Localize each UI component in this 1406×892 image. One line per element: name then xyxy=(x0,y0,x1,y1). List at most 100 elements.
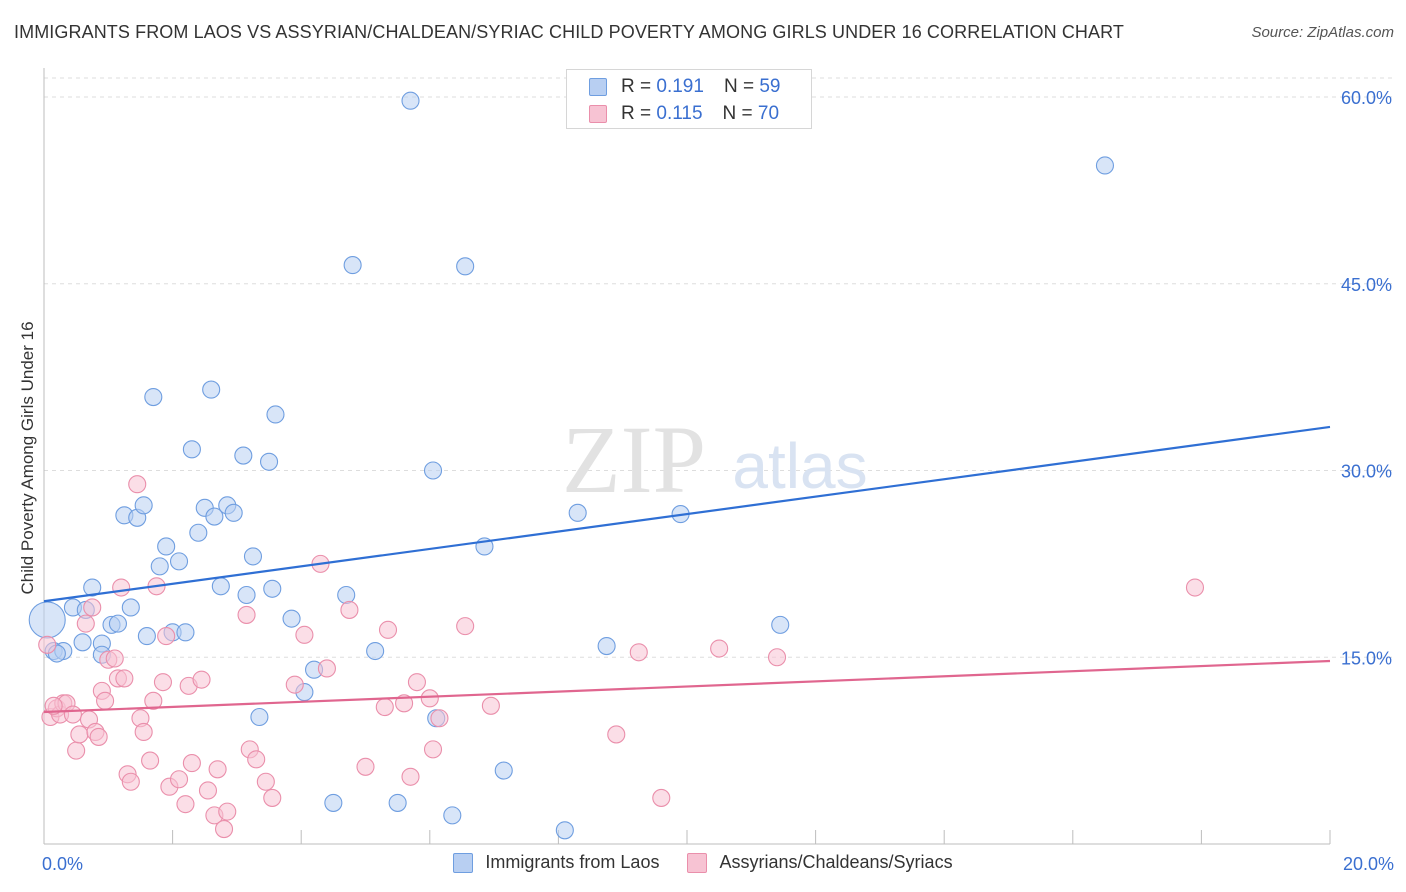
laos-point xyxy=(243,547,263,566)
assyrian-point xyxy=(340,600,359,619)
assyrian-point xyxy=(420,689,439,708)
assyrian-point xyxy=(237,605,256,624)
legend-item-assyrian: Assyrians/Chaldeans/Syriacs xyxy=(687,852,953,873)
laos-point xyxy=(211,577,230,596)
assyrian-point xyxy=(76,614,95,633)
x-tick-label: 0.0% xyxy=(42,854,83,874)
laos-point xyxy=(568,503,587,522)
laos-point xyxy=(366,641,385,661)
legend-swatch-laos xyxy=(453,852,474,873)
laos-point xyxy=(401,91,420,110)
laos-point xyxy=(224,503,243,522)
laos-point xyxy=(1095,156,1114,175)
laos-point xyxy=(202,380,221,399)
assyrian-point xyxy=(112,578,131,597)
laos-point xyxy=(144,387,163,407)
legend-label-laos: Immigrants from Laos xyxy=(485,852,660,872)
assyrian-point xyxy=(401,767,420,786)
laos-point xyxy=(266,405,285,424)
laos-point xyxy=(137,627,156,646)
watermark-zip: ZIP xyxy=(562,406,706,513)
assyrian-point xyxy=(157,627,176,646)
assyrian-point xyxy=(67,741,86,760)
laos-point xyxy=(555,821,574,840)
laos-point xyxy=(494,761,513,780)
assyrian-point xyxy=(128,475,147,494)
assyrian-point xyxy=(423,740,443,759)
legend-label-assyrian: Assyrians/Chaldeans/Syriacs xyxy=(719,852,953,872)
data-points xyxy=(28,91,1205,840)
assyrian-point xyxy=(218,802,237,821)
y-tick-label: 15.0% xyxy=(1341,648,1392,668)
laos-point xyxy=(343,256,362,275)
assyrian-point xyxy=(607,725,626,744)
assyrian-point xyxy=(176,795,195,814)
assyrian-point xyxy=(169,770,189,789)
assyrian-point xyxy=(70,725,89,744)
legend-swatch-assyrian xyxy=(589,105,607,123)
assyrian-point xyxy=(407,673,426,692)
assyrian-point xyxy=(378,620,398,639)
laos-point xyxy=(388,793,407,812)
laos-point xyxy=(121,598,140,617)
assyrian-point xyxy=(481,696,500,715)
assyrian-point xyxy=(629,643,648,662)
laos-point xyxy=(182,440,201,459)
grid-lines xyxy=(44,77,1394,658)
assyrian-point xyxy=(121,772,140,791)
laos-point xyxy=(423,461,443,480)
legend-r-label: R = xyxy=(621,103,652,124)
assyrian-point xyxy=(153,673,173,692)
legend-r-value: 0.191 xyxy=(656,76,704,97)
laos-point xyxy=(324,793,343,812)
laos-point xyxy=(337,585,356,605)
assyrian-point xyxy=(214,820,234,839)
assyrian-point xyxy=(767,648,787,667)
y-tick-label: 60.0% xyxy=(1341,88,1392,108)
assyrian-point xyxy=(263,788,282,807)
assyrian-point xyxy=(105,649,124,668)
assyrian-point xyxy=(134,722,153,742)
laos-point xyxy=(282,609,301,628)
assyrian-point xyxy=(83,598,102,617)
laos-point xyxy=(237,585,256,605)
laos-point xyxy=(157,537,176,556)
legend-swatch-assyrian xyxy=(687,852,708,873)
assyrian-point xyxy=(295,625,314,644)
assyrian-point xyxy=(208,760,227,779)
assyrian-point xyxy=(144,691,163,710)
chart-title: IMMIGRANTS FROM LAOS VS ASSYRIAN/CHALDEA… xyxy=(14,22,1124,42)
laos-point xyxy=(250,707,269,727)
legend-stats: R = 0.191 N = 59 R = 0.115 N = 70 xyxy=(566,69,812,129)
trend-lines xyxy=(43,425,1331,714)
assyrian-trend-line xyxy=(43,659,1331,714)
laos-point xyxy=(456,257,475,276)
assyrian-point xyxy=(96,691,115,710)
assyrian-point xyxy=(395,694,414,713)
laos-point xyxy=(134,496,153,515)
legend-row-laos: R = 0.191 N = 59 xyxy=(589,75,780,99)
legend-series: Immigrants from Laos Assyrians/Chaldeans… xyxy=(0,852,1406,873)
legend-r-label: R = xyxy=(621,76,652,97)
assyrian-point xyxy=(89,727,108,746)
assyrian-point xyxy=(256,772,275,791)
legend-n-value: 70 xyxy=(757,103,780,124)
assyrian-point xyxy=(285,675,304,694)
watermark: ZIP atlas xyxy=(562,406,868,513)
assyrian-point xyxy=(247,750,266,769)
legend-n-label: N = xyxy=(722,103,753,124)
assyrian-point xyxy=(192,670,211,689)
assyrian-point xyxy=(710,639,729,658)
laos-point xyxy=(150,557,169,576)
legend-row-assyrian: R = 0.115 N = 70 xyxy=(589,102,779,126)
source-label: Source: ZipAtlas.com xyxy=(1251,24,1394,41)
laos-point xyxy=(263,579,282,598)
watermark-atlas: atlas xyxy=(732,430,867,502)
y-axis-title: Child Poverty Among Girls Under 16 xyxy=(18,321,37,595)
laos-point xyxy=(205,507,224,526)
legend-n-value: 59 xyxy=(759,76,781,97)
assyrian-point xyxy=(115,669,134,688)
assyrian-point xyxy=(198,781,218,800)
assyrian-point xyxy=(652,788,671,807)
